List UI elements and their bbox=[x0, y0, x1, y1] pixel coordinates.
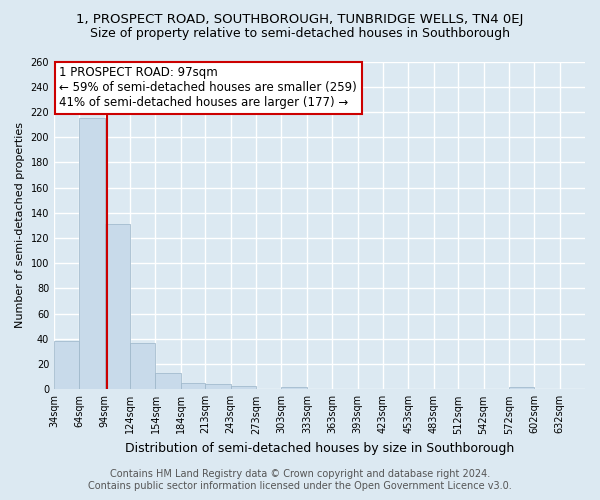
Bar bbox=[79, 118, 105, 390]
Bar bbox=[231, 386, 256, 390]
Bar bbox=[509, 387, 534, 390]
Y-axis label: Number of semi-detached properties: Number of semi-detached properties bbox=[15, 122, 25, 328]
Text: 1, PROSPECT ROAD, SOUTHBOROUGH, TUNBRIDGE WELLS, TN4 0EJ: 1, PROSPECT ROAD, SOUTHBOROUGH, TUNBRIDG… bbox=[76, 12, 524, 26]
Bar bbox=[205, 384, 231, 390]
Text: Contains HM Land Registry data © Crown copyright and database right 2024.
Contai: Contains HM Land Registry data © Crown c… bbox=[88, 470, 512, 491]
Bar bbox=[105, 224, 130, 390]
Bar bbox=[181, 383, 205, 390]
Bar bbox=[281, 387, 307, 390]
X-axis label: Distribution of semi-detached houses by size in Southborough: Distribution of semi-detached houses by … bbox=[125, 442, 514, 455]
Bar bbox=[54, 342, 79, 390]
Bar bbox=[130, 342, 155, 390]
Text: Size of property relative to semi-detached houses in Southborough: Size of property relative to semi-detach… bbox=[90, 28, 510, 40]
Text: 1 PROSPECT ROAD: 97sqm
← 59% of semi-detached houses are smaller (259)
41% of se: 1 PROSPECT ROAD: 97sqm ← 59% of semi-det… bbox=[59, 66, 357, 110]
Bar bbox=[155, 373, 181, 390]
